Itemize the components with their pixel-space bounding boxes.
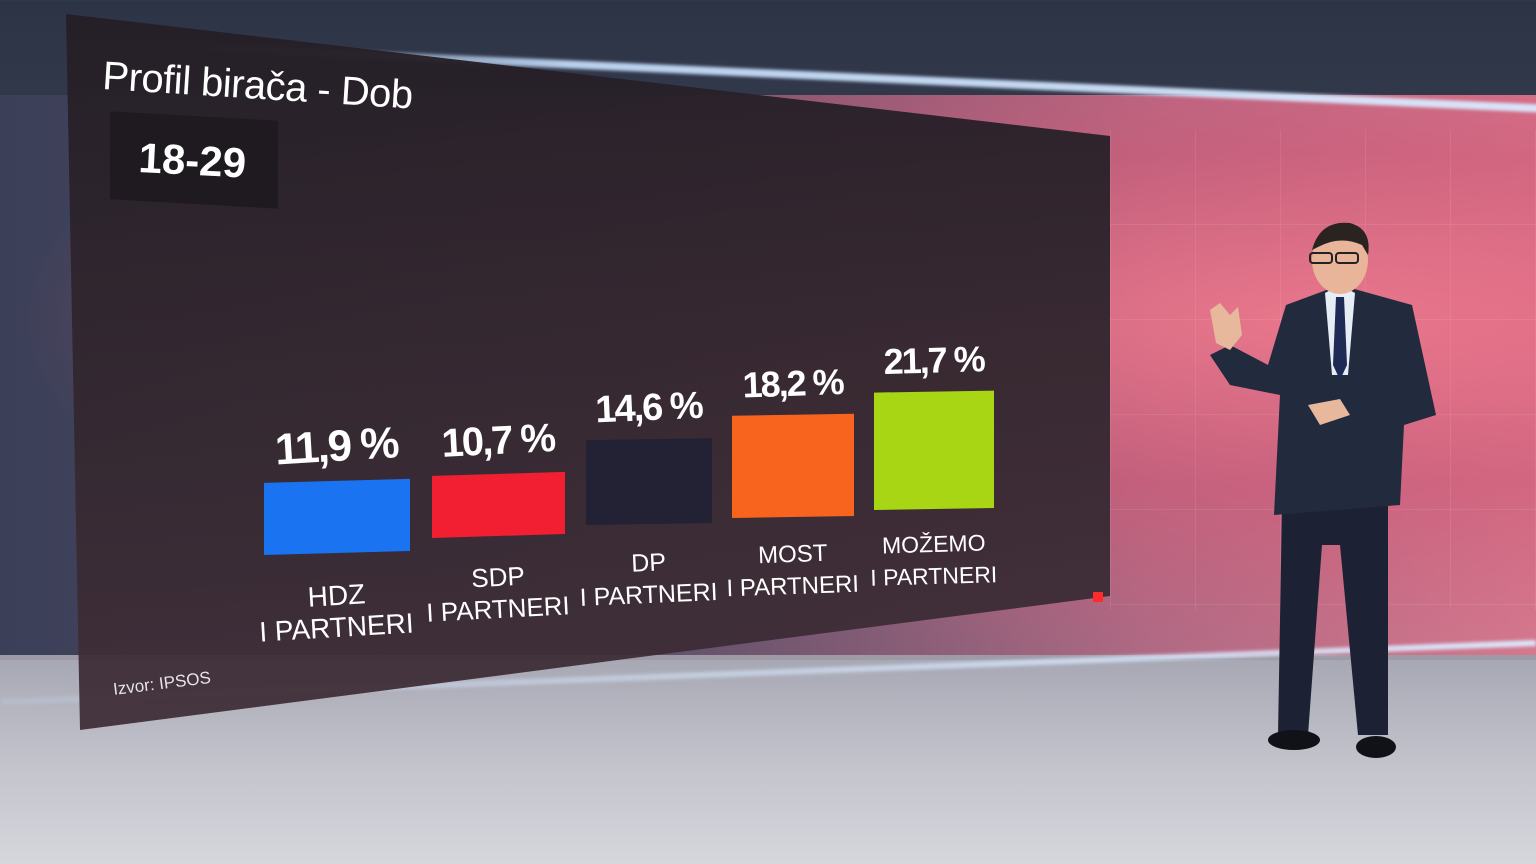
presenter-figure — [1210, 222, 1436, 758]
category-label: SDP — [471, 561, 526, 594]
category-label: I PARTNERI — [426, 590, 571, 627]
category-label: I PARTNERI — [726, 571, 859, 603]
bar-sdp — [432, 471, 565, 538]
bar-value-label: 10,7 % — [440, 416, 556, 466]
bar-dp — [586, 438, 712, 525]
category-label: MOŽEMO — [882, 530, 986, 559]
category-label: I PARTNERI — [579, 578, 718, 612]
bar-value-label: 11,9 % — [274, 418, 400, 474]
bar-most — [732, 413, 854, 518]
category-label: I PARTNERI — [870, 561, 998, 591]
bar-value-label: 14,6 % — [594, 385, 703, 432]
category-label: DP — [631, 548, 667, 577]
category-label: HDZ — [307, 578, 366, 612]
bar-možemo — [874, 390, 994, 510]
bar-value-label: 18,2 % — [742, 361, 845, 406]
panel-accent-mark — [1093, 592, 1103, 602]
bar-value-label: 21,7 % — [883, 338, 986, 382]
bar-hdz — [264, 478, 410, 555]
category-label: MOST — [758, 540, 829, 569]
category-label: I PARTNERI — [258, 607, 414, 647]
